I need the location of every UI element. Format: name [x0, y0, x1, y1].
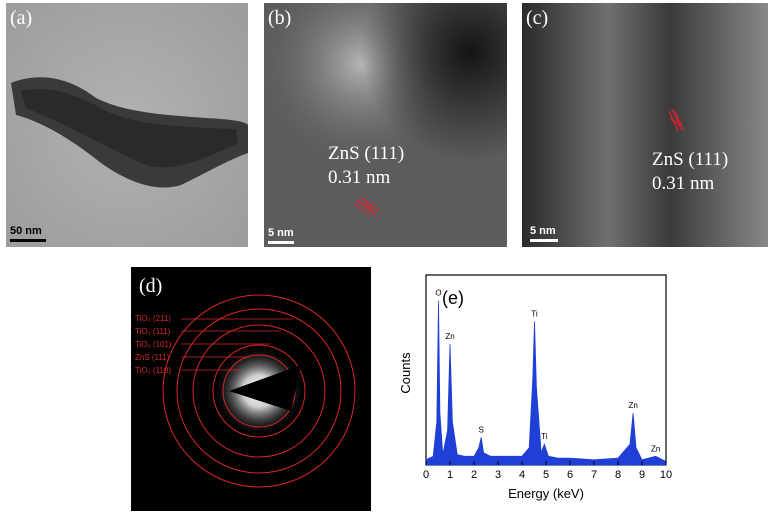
x-tick-label: 3	[495, 469, 501, 481]
peak-label: Zn	[651, 444, 660, 453]
panel-a-label: (a)	[10, 7, 33, 29]
lattice-image-b	[264, 3, 507, 247]
peak-label: Zn	[445, 332, 454, 341]
ring-label: TiO₂ (101)	[135, 340, 172, 349]
panel-a-tem-image: (a) 50 nm	[6, 3, 248, 247]
ring-labels: TiO₂ (211) TiO₂ (111) TiO₂ (101) ZnS (11…	[135, 312, 172, 377]
lattice-fringes-b	[353, 196, 380, 218]
y-axis-label: Counts	[398, 352, 413, 394]
x-axis-label: Energy (keV)	[508, 486, 584, 501]
x-tick-label: 2	[471, 469, 477, 481]
peak-label: Zn	[628, 401, 637, 410]
scale-bar-a	[10, 239, 46, 242]
peak-label: Ti	[531, 309, 538, 318]
beam-stop	[229, 365, 301, 411]
ring-label: TiO₂ (211)	[135, 314, 171, 323]
panel-c-hrtem-image: (c) ZnS (111) 0.31 nm 5 nm	[522, 3, 768, 247]
phase-label-b: ZnS (111)	[328, 143, 405, 164]
ring-label: TiO₂ (111)	[135, 327, 171, 336]
ring-label: ZnS (111)	[135, 353, 170, 362]
nanofiber-image	[6, 3, 248, 247]
x-tick-label: 6	[567, 469, 573, 481]
peak-label: S	[479, 425, 484, 434]
scale-label-b: 5 nm	[268, 227, 294, 239]
spacing-label-b: 0.31 nm	[328, 167, 391, 188]
panel-b-hrtem-image: (b) ZnS (111) 0.31 nm 5 nm	[264, 3, 507, 247]
x-tick-label: 0	[423, 469, 429, 481]
scale-bar-b	[268, 241, 294, 244]
panel-d-label: (d)	[139, 275, 163, 297]
phase-label-c: ZnS (111)	[652, 149, 729, 170]
x-tick-label: 4	[519, 469, 525, 481]
spacing-label-c: 0.31 nm	[652, 173, 715, 194]
scale-label-a: 50 nm	[10, 225, 42, 237]
spectrum-area	[425, 300, 667, 466]
diffraction-rings	[162, 294, 356, 488]
eds-chart: (e) 0 1 2 3 4 5 6 7 8 9 10 O Zn S Ti Ti Zn Zn Counts Ene…	[398, 274, 672, 501]
panel-e-eds-spectrum: (e) 0 1 2 3 4 5 6 7 8 9 10 O Zn S Ti Ti Zn Zn Counts Ene…	[390, 270, 680, 520]
panel-d-saed-pattern: (d) TiO₂ (211) TiO₂ (111) TiO₂ (101) ZnS…	[131, 267, 371, 511]
ring-label: TiO₂ (110)	[135, 366, 171, 375]
scale-label-c: 5 nm	[530, 225, 556, 237]
panel-e-label: (e)	[442, 288, 464, 308]
scale-bar-c	[530, 239, 558, 242]
x-tick-label: 10	[660, 469, 672, 481]
lattice-image-c	[522, 3, 768, 247]
peak-label: O	[435, 289, 441, 298]
x-tick-label: 9	[639, 469, 645, 481]
peak-label: Ti	[541, 432, 548, 441]
x-tick-label: 8	[615, 469, 621, 481]
panel-b-label: (b)	[268, 7, 292, 29]
plot-frame	[425, 274, 667, 466]
x-tick-label: 5	[543, 469, 549, 481]
lattice-fringes-c	[668, 108, 685, 132]
x-tick-label: 1	[447, 469, 453, 481]
panel-c-label: (c)	[526, 7, 549, 29]
x-tick-label: 7	[591, 469, 597, 481]
